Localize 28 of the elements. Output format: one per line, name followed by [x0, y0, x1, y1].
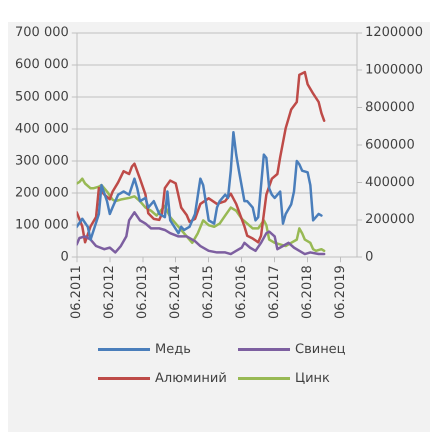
y2-tick-label: 600000: [365, 137, 415, 152]
y2-tick-label: 0: [365, 250, 374, 265]
y-tick-label: 200 000: [14, 185, 69, 200]
y-tick-label: 0: [60, 250, 69, 265]
x-tick-label: 06.2019: [332, 265, 348, 320]
y2-tick-label: 1200000: [365, 25, 424, 40]
y-tick-label: 300 000: [14, 153, 69, 168]
x-tick-label: 06.2014: [168, 265, 184, 320]
x-tick-label: 06.2012: [102, 265, 118, 320]
y-tick-label: 700 000: [14, 25, 69, 40]
y-tick-label: 100 000: [14, 218, 69, 233]
x-tick-label: 06.2017: [267, 265, 282, 320]
legend-label: Свинец: [295, 342, 346, 357]
y-tick-label: 500 000: [14, 89, 69, 104]
y2-tick-label: 1000000: [365, 62, 424, 78]
x-tick-label: 06.2013: [135, 265, 150, 320]
y2-tick-label: 400000: [365, 174, 415, 190]
y2-tick-label: 800000: [365, 100, 415, 115]
x-tick-label: 06.2015: [201, 265, 216, 320]
x-tick-label: 06.2018: [300, 265, 315, 320]
x-tick-label: 06.2011: [69, 265, 84, 320]
legend-label: Алюминий: [155, 371, 227, 386]
legend-label: Медь: [155, 342, 191, 357]
y-tick-label: 400 000: [14, 121, 69, 136]
y2-tick-label: 200000: [365, 212, 415, 228]
legend-label: Цинк: [295, 371, 330, 386]
x-tick-label: 06.2016: [234, 265, 250, 320]
y-tick-label: 600 000: [14, 57, 69, 72]
